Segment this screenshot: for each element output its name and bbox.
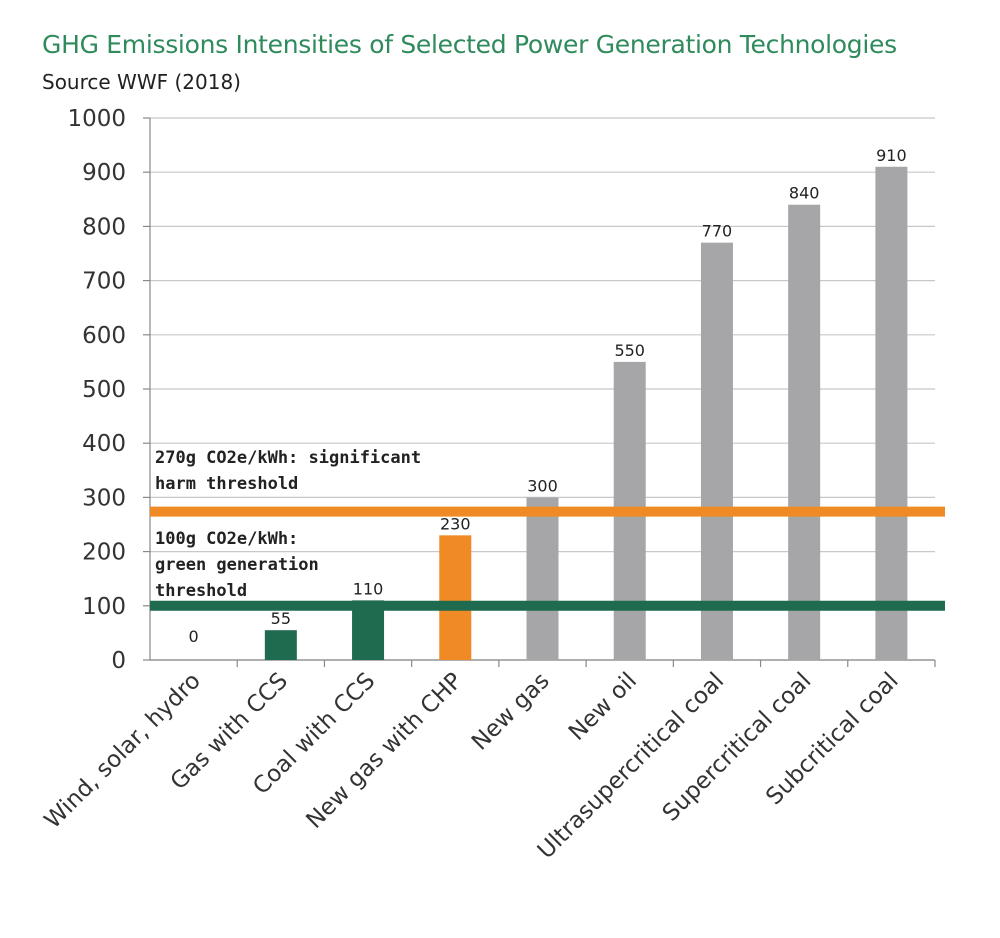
- y-tick-label: 400: [82, 431, 126, 457]
- y-tick-label: 800: [82, 214, 126, 240]
- x-tick-label: New gas: [467, 668, 555, 756]
- threshold-annotation-270: 270g CO2e/kWh: significant: [155, 448, 421, 468]
- y-tick-label: 700: [82, 269, 126, 295]
- data-label: 550: [614, 341, 645, 360]
- data-label: 840: [789, 184, 820, 203]
- data-label: 0: [189, 627, 199, 646]
- x-tick-label: New oil: [564, 668, 642, 746]
- y-tick-label: 0: [111, 648, 126, 674]
- threshold-annotation-270: harm threshold: [155, 474, 298, 494]
- x-tick-label: Wind, solar, hydro: [40, 668, 206, 834]
- bar-4: [526, 497, 559, 660]
- y-tick-label: 500: [82, 377, 126, 403]
- data-label: 110: [353, 579, 384, 598]
- x-tick-label: New gas with CHP: [301, 668, 467, 834]
- y-tick-label: 900: [82, 160, 126, 186]
- x-tick-label: Supercritical coal: [658, 668, 817, 827]
- data-label: 230: [440, 514, 471, 533]
- bar-1: [264, 630, 297, 660]
- threshold-annotation-100: threshold: [155, 581, 247, 601]
- y-tick-label: 200: [82, 540, 126, 566]
- y-tick-label: 600: [82, 323, 126, 349]
- y-tick-label: 1000: [67, 106, 126, 132]
- data-label: 55: [271, 609, 291, 628]
- y-tick-label: 300: [82, 485, 126, 511]
- data-label: 300: [527, 476, 558, 495]
- chart-title: GHG Emissions Intensities of Selected Po…: [42, 30, 897, 59]
- bar-3: [439, 535, 472, 660]
- bar-8: [875, 166, 908, 660]
- data-label: 770: [702, 222, 733, 241]
- threshold-annotation-100: 100g CO2e/kWh:: [155, 529, 298, 549]
- bar-7: [788, 204, 821, 660]
- threshold-annotation-100: green generation: [155, 555, 319, 575]
- chart-subtitle: Source WWF (2018): [42, 70, 241, 94]
- y-tick-label: 100: [82, 594, 126, 620]
- data-label: 910: [876, 146, 907, 165]
- bar-6: [700, 242, 733, 660]
